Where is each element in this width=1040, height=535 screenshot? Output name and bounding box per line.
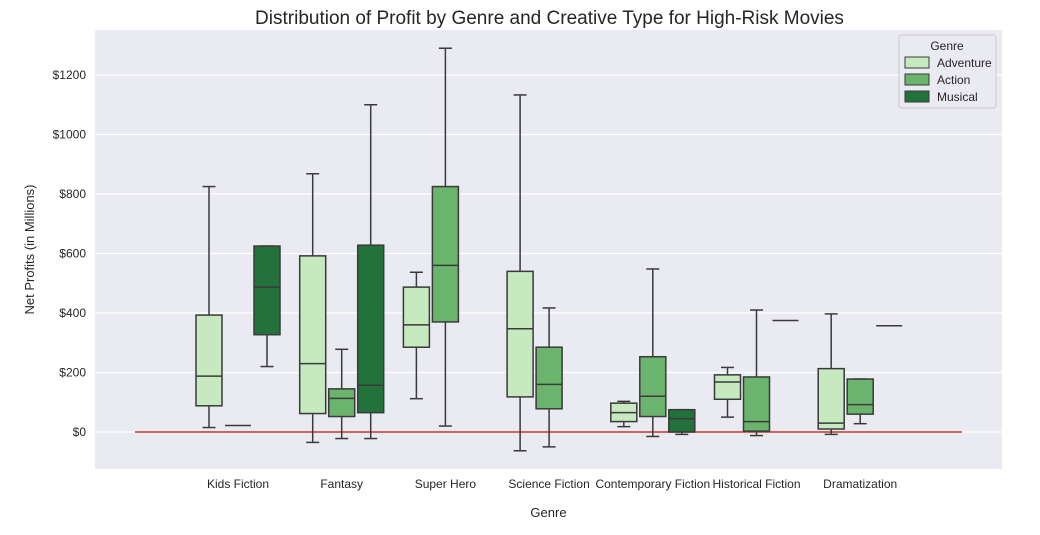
box-action-5 (742, 309, 771, 437)
box-musical-1 (356, 104, 385, 440)
box-adventure-1 (298, 173, 327, 444)
x-tick-label: Historical Fiction (712, 477, 800, 491)
chart-title: Distribution of Profit by Genre and Crea… (255, 8, 844, 29)
box-musical-4 (668, 408, 696, 436)
box-body (431, 185, 460, 323)
legend-entry: Action (937, 73, 970, 87)
box-body (195, 314, 223, 407)
x-tick-label: Contemporary Fiction (595, 477, 710, 491)
x-tick-label: Science Fiction (508, 477, 589, 491)
y-tick-label: $1200 (53, 68, 87, 82)
box-body (327, 388, 356, 418)
x-tick-label: Fantasy (320, 477, 363, 491)
box-body (506, 270, 534, 398)
box-action-4 (639, 268, 667, 438)
box-action-3 (535, 307, 563, 448)
y-tick-label: $0 (73, 425, 87, 439)
legend-swatch (904, 56, 930, 69)
box-body (713, 374, 742, 401)
legend-entry: Musical (937, 90, 978, 104)
box-musical-0 (253, 245, 281, 368)
box-adventure-3 (506, 94, 534, 452)
y-axis-label: Net Profits (in Millions) (22, 184, 37, 314)
box-action-1 (327, 348, 356, 440)
legend-title: Genre (930, 39, 964, 53)
box-action-2 (431, 47, 460, 427)
box-body (668, 408, 696, 433)
box-action-6 (846, 378, 874, 425)
legend-swatch (904, 90, 930, 103)
y-tick-label: $600 (59, 247, 86, 261)
y-tick-label: $800 (59, 187, 86, 201)
y-tick-label: $200 (59, 366, 86, 380)
box-body (639, 355, 667, 418)
y-tick-label: $1000 (53, 128, 87, 142)
box-body (298, 255, 327, 415)
x-tick-label: Kids Fiction (207, 477, 269, 491)
box-body (742, 376, 771, 432)
box-body (817, 367, 845, 430)
y-tick-labels: $0 $200 $400 $600 $800 $1000 $1200 (53, 68, 87, 439)
box-body (535, 346, 563, 410)
box-adventure-6 (817, 313, 845, 436)
box-body (253, 245, 281, 336)
box-adventure-5 (713, 366, 742, 418)
legend-entry: Adventure (937, 56, 992, 70)
legend-swatch (904, 73, 930, 86)
x-tick-label: Dramatization (823, 477, 897, 491)
box-adventure-4 (610, 400, 638, 428)
y-tick-label: $400 (59, 306, 86, 320)
box-body (846, 378, 874, 415)
box-group (195, 47, 903, 452)
x-tick-label: Super Hero (415, 477, 477, 491)
x-axis-label: Genre (530, 505, 566, 520)
box-adventure-0 (195, 185, 223, 429)
box-adventure-2 (402, 271, 431, 400)
legend-frame (898, 34, 997, 109)
box-body (356, 244, 385, 414)
box-body (402, 286, 431, 348)
x-tick-labels: Kids Fiction Fantasy Super Hero Science Fic… (207, 477, 897, 491)
legend: Genre Adventure Action Musical (898, 34, 997, 109)
